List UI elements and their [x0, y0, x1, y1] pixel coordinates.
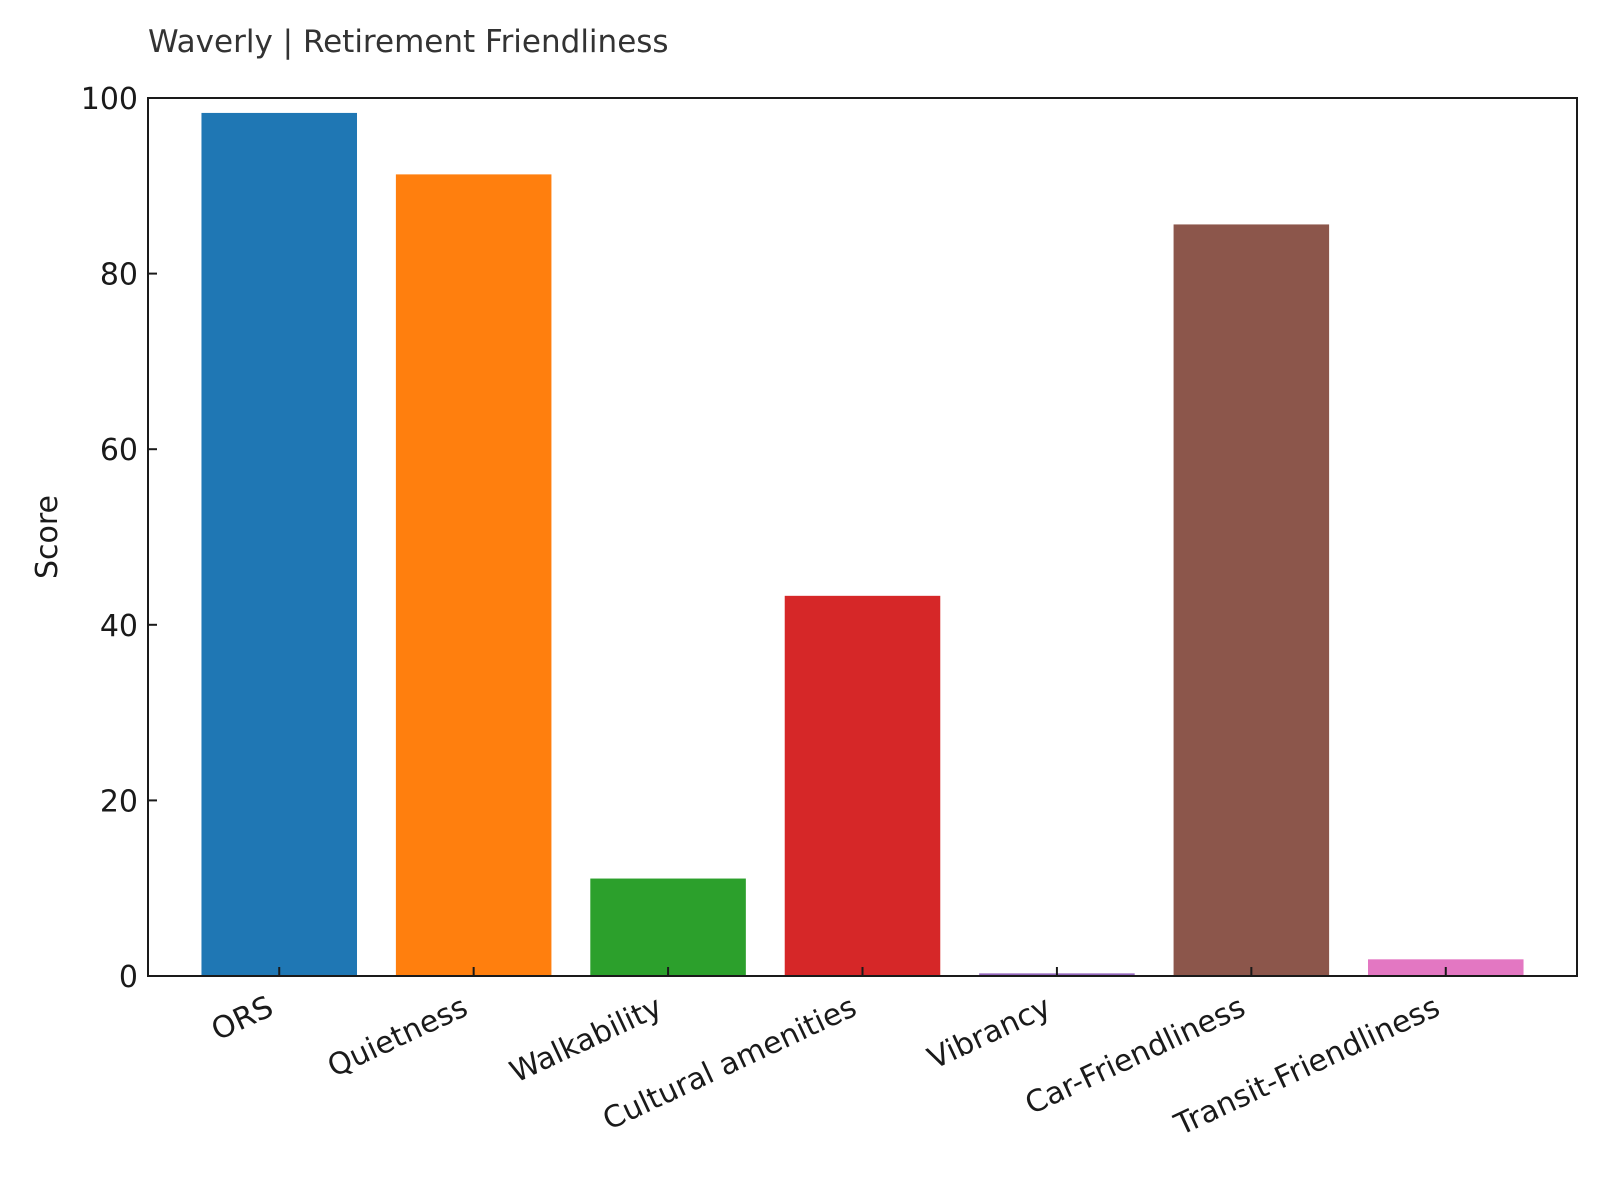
bar-quietness	[395, 174, 552, 977]
x-tick-label: ORS	[206, 990, 278, 1049]
x-tick-label: Quietness	[322, 990, 473, 1085]
x-tick-label: Walkability	[505, 990, 668, 1091]
bar-car-friendliness	[1173, 224, 1330, 976]
y-tick-label: 80	[100, 258, 138, 293]
y-tick-label: 40	[100, 609, 138, 644]
bar-cultural-amenities	[784, 595, 941, 976]
y-tick-label: 60	[100, 433, 138, 468]
y-axis: 0 20 40 60 80 100	[81, 82, 157, 995]
y-tick-label: 0	[119, 960, 138, 995]
y-axis-label: Score	[30, 495, 65, 579]
chart-title: Waverly | Retirement Friendliness	[148, 24, 669, 60]
bar-ors	[201, 112, 358, 976]
bars-layer	[201, 112, 1524, 977]
y-tick-label: 20	[100, 784, 138, 819]
y-tick-label: 100	[81, 82, 138, 117]
bar-walkability	[590, 878, 746, 976]
x-tick-label: Vibrancy	[923, 990, 1057, 1077]
